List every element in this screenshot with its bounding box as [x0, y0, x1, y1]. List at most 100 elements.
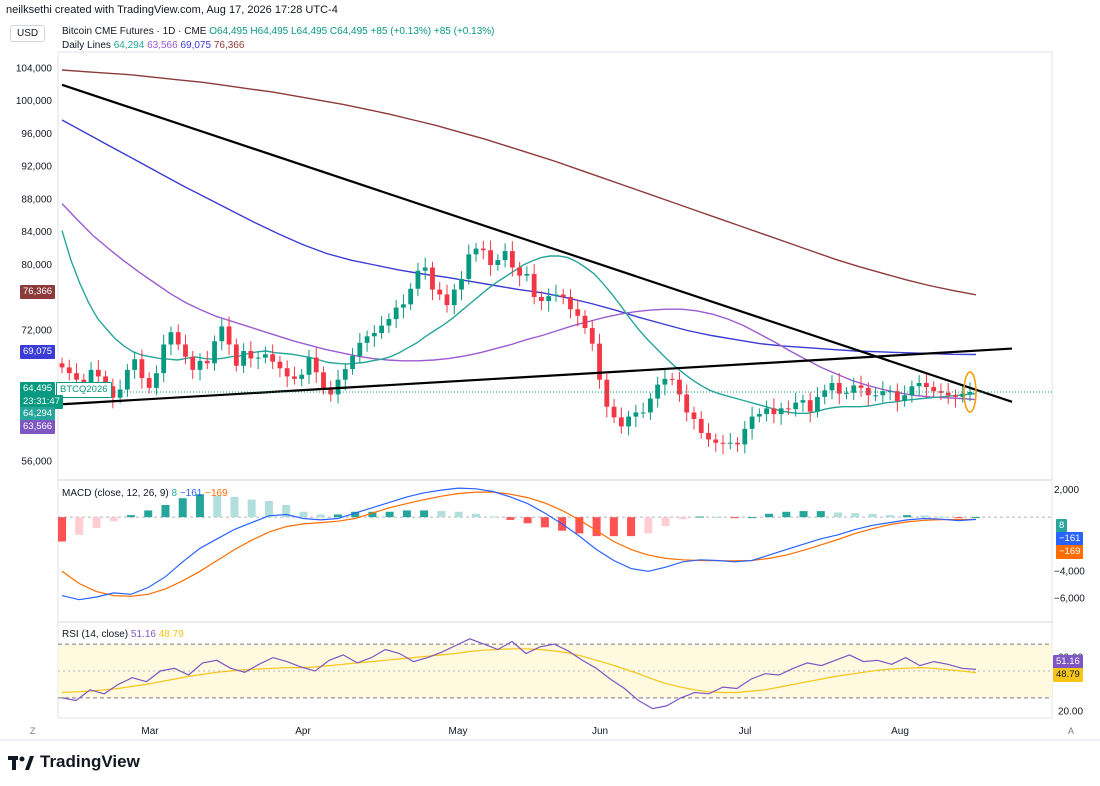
candle-body — [59, 363, 65, 368]
candle-body — [880, 391, 886, 396]
candle-body — [647, 398, 653, 413]
auto-scale-corner-label[interactable]: A — [1068, 726, 1075, 736]
macd-histogram-bar — [506, 517, 515, 520]
macd-histogram-bar — [937, 516, 946, 518]
candle-body — [444, 294, 450, 306]
candle-body — [909, 386, 915, 396]
last-price-tag: 64,495 — [20, 382, 56, 396]
currency-selector[interactable]: USD — [10, 25, 46, 42]
candle-body — [524, 274, 530, 276]
candle-body — [219, 326, 225, 342]
candle-body — [807, 400, 813, 412]
candle-body — [357, 342, 363, 356]
price-axis-tick: 80,000 — [21, 260, 52, 271]
candle-body — [618, 417, 624, 427]
macd-legend-label[interactable]: MACD (close, 12, 26, 9) — [62, 488, 169, 499]
candle-body — [873, 395, 878, 397]
candle-body — [924, 382, 929, 388]
macd-histogram-bar — [834, 512, 843, 518]
candle-body — [916, 382, 922, 387]
lines-label[interactable]: Daily Lines — [62, 40, 111, 51]
candle-body — [836, 382, 842, 394]
macd-legend: MACD (close, 12, 26, 9) 8 −161 −169 — [62, 488, 228, 499]
macd-signal-line — [61, 491, 976, 597]
time-axis-tick: Aug — [891, 726, 909, 737]
macd-histogram-bar — [471, 513, 480, 518]
candle-body — [488, 250, 493, 265]
candle-body — [815, 396, 820, 412]
candle-body — [401, 304, 406, 308]
instrument-name[interactable]: Bitcoin CME Futures · 1D · CME — [62, 26, 207, 37]
candle-body — [539, 296, 544, 302]
candle-body — [931, 387, 937, 392]
candle-body — [691, 412, 697, 420]
candle-body — [720, 442, 726, 444]
candle-body — [698, 419, 704, 433]
candle-body — [655, 384, 661, 399]
macd-histogram-bar — [144, 510, 153, 518]
candle-body — [887, 391, 893, 393]
candle-body — [800, 400, 806, 403]
candle-body — [124, 369, 130, 390]
ma100-price-tag: 69,075 — [20, 345, 56, 359]
candle-body — [299, 374, 305, 379]
macd-histogram-bar — [126, 515, 135, 518]
macd-histogram-bar — [58, 517, 66, 542]
macd-histogram-bar — [437, 511, 446, 518]
candle-body — [844, 392, 849, 394]
rsi-ma-tag: 48.79 — [1053, 668, 1083, 682]
macd-histogram-bar — [730, 517, 739, 519]
macd-histogram-bar — [782, 511, 791, 518]
candle-body — [568, 296, 573, 310]
macd-histogram-bar — [713, 516, 722, 518]
highlight-ellipse — [963, 371, 977, 413]
candle-body — [793, 402, 799, 410]
time-axis-tick: Jul — [739, 726, 752, 737]
candle-body — [415, 270, 421, 289]
candle-body — [175, 332, 181, 345]
price-axis-tick: 96,000 — [21, 129, 52, 140]
candle-body — [822, 390, 828, 397]
candle-body — [829, 382, 835, 391]
candle-body — [117, 389, 123, 398]
tradingview-logo-icon — [8, 755, 34, 770]
ma20-value: 64,294 — [113, 40, 145, 51]
timezone-corner-label[interactable]: Z — [30, 726, 36, 736]
macd-histogram-bar — [92, 517, 101, 528]
candle-body — [945, 392, 951, 396]
candle-body — [379, 325, 385, 333]
candle-body — [132, 359, 138, 370]
candle-body — [633, 412, 639, 417]
candle-body — [706, 432, 711, 440]
price-axis-tick: 84,000 — [21, 227, 52, 238]
candle-body — [183, 344, 188, 357]
chart-border — [57, 51, 1053, 719]
macd-histogram-bar — [540, 517, 549, 528]
candle-body — [473, 248, 479, 255]
author-line: neilksethi created with TradingView.com,… — [6, 4, 338, 16]
candle-body — [509, 251, 515, 268]
candle-body — [226, 326, 232, 345]
rsi-legend-label[interactable]: RSI (14, close) — [62, 629, 129, 640]
ma200-value: 76,366 — [213, 40, 245, 51]
candle-body — [597, 343, 602, 380]
candle-body — [95, 369, 101, 377]
candle-body — [713, 439, 719, 443]
candle-body — [480, 248, 486, 251]
macd-histogram-bar — [351, 511, 360, 518]
candle-body — [517, 267, 523, 276]
candle-body — [582, 315, 588, 329]
macd-axis-tick: −6,000 — [1054, 593, 1085, 604]
ma200-line — [61, 69, 977, 296]
candle-body — [727, 442, 733, 444]
candle-body — [589, 328, 595, 344]
price-axis-tick: 104,000 — [16, 63, 53, 74]
candle-body — [262, 354, 268, 358]
macd-axis-tick: 2,000 — [1054, 485, 1079, 496]
candle-body — [161, 344, 167, 374]
candle-body — [284, 368, 290, 377]
macd-histogram-bar — [644, 517, 653, 534]
candle-body — [502, 251, 508, 261]
countdown-tag: 23:31:47 — [20, 395, 63, 409]
